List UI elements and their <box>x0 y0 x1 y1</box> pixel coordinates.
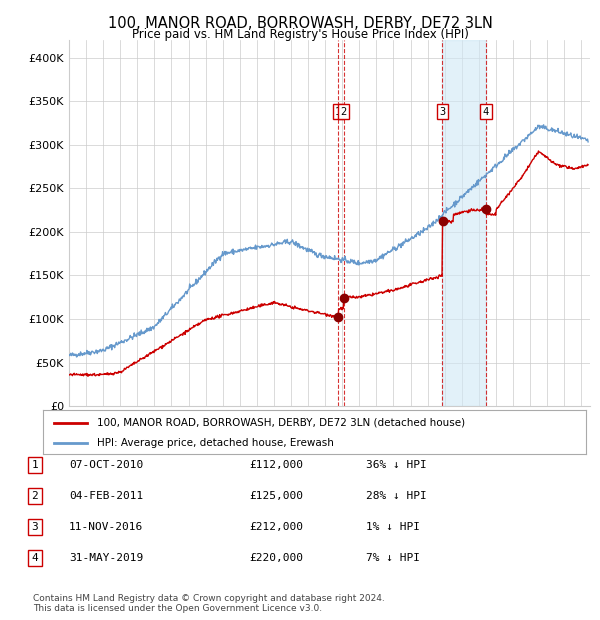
Text: 100, MANOR ROAD, BORROWASH, DERBY, DE72 3LN: 100, MANOR ROAD, BORROWASH, DERBY, DE72 … <box>107 16 493 30</box>
Text: £112,000: £112,000 <box>249 460 303 470</box>
Text: 2: 2 <box>341 107 347 117</box>
Text: 4: 4 <box>31 553 38 563</box>
Text: HPI: Average price, detached house, Erewash: HPI: Average price, detached house, Erew… <box>97 438 334 448</box>
Text: 3: 3 <box>439 107 446 117</box>
Text: 1: 1 <box>31 460 38 470</box>
Text: 4: 4 <box>483 107 489 117</box>
Text: £220,000: £220,000 <box>249 553 303 563</box>
Text: Contains HM Land Registry data © Crown copyright and database right 2024.: Contains HM Land Registry data © Crown c… <box>33 595 385 603</box>
Text: This data is licensed under the Open Government Licence v3.0.: This data is licensed under the Open Gov… <box>33 604 322 613</box>
Text: 04-FEB-2011: 04-FEB-2011 <box>69 491 143 501</box>
Text: 1: 1 <box>335 107 341 117</box>
Text: 7% ↓ HPI: 7% ↓ HPI <box>366 553 420 563</box>
Text: 3: 3 <box>31 522 38 532</box>
Text: 36% ↓ HPI: 36% ↓ HPI <box>366 460 427 470</box>
Text: 28% ↓ HPI: 28% ↓ HPI <box>366 491 427 501</box>
Bar <box>442 40 486 406</box>
Text: £212,000: £212,000 <box>249 522 303 532</box>
Text: Price paid vs. HM Land Registry's House Price Index (HPI): Price paid vs. HM Land Registry's House … <box>131 28 469 41</box>
Text: 1% ↓ HPI: 1% ↓ HPI <box>366 522 420 532</box>
Text: 2: 2 <box>31 491 38 501</box>
Text: 11-NOV-2016: 11-NOV-2016 <box>69 522 143 532</box>
Text: 31-MAY-2019: 31-MAY-2019 <box>69 553 143 563</box>
Text: £125,000: £125,000 <box>249 491 303 501</box>
Text: 100, MANOR ROAD, BORROWASH, DERBY, DE72 3LN (detached house): 100, MANOR ROAD, BORROWASH, DERBY, DE72 … <box>97 418 466 428</box>
Text: 07-OCT-2010: 07-OCT-2010 <box>69 460 143 470</box>
